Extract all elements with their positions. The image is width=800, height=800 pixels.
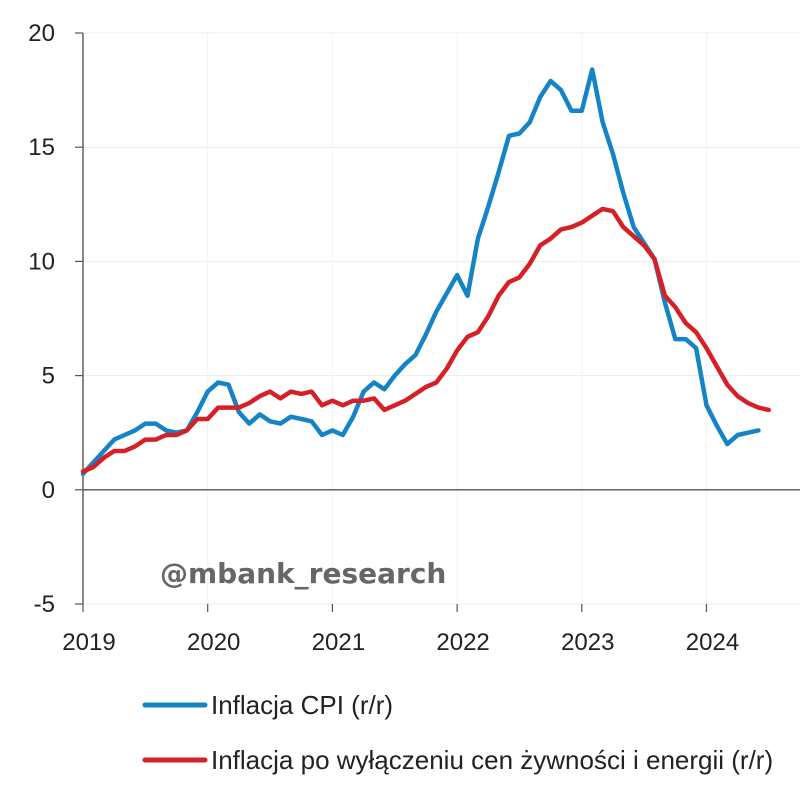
watermark: @mbank_research	[160, 557, 446, 590]
x-tick-label: 2021	[312, 629, 365, 656]
y-tick-label: 20	[28, 20, 55, 47]
x-tick-label: 2024	[686, 629, 739, 656]
y-tick-label: -5	[34, 591, 55, 618]
y-tick-label: 5	[42, 363, 55, 390]
y-tick-label: 0	[42, 477, 55, 504]
x-tick-label: 2019	[62, 629, 115, 656]
x-tick-label: 2022	[436, 629, 489, 656]
y-tick-label: 15	[28, 134, 55, 161]
legend-label: Inflacja po wyłączeniu cen żywności i en…	[211, 745, 773, 775]
x-tick-label: 2023	[561, 629, 614, 656]
series-lines	[80, 67, 772, 477]
x-tick-label: 2020	[187, 629, 240, 656]
axes: -5 0 5 10 15 20 2019 2020 2021 2022 2023 2024	[28, 20, 800, 656]
gridlines	[83, 32, 800, 605]
y-tick-label: 10	[28, 248, 55, 275]
series-line-core-inflation	[80, 206, 772, 474]
legend-label: Inflacja CPI (r/r)	[211, 690, 393, 720]
legend: Inflacja CPI (r/r) Inflacja po wyłączeniu…	[142, 690, 773, 775]
